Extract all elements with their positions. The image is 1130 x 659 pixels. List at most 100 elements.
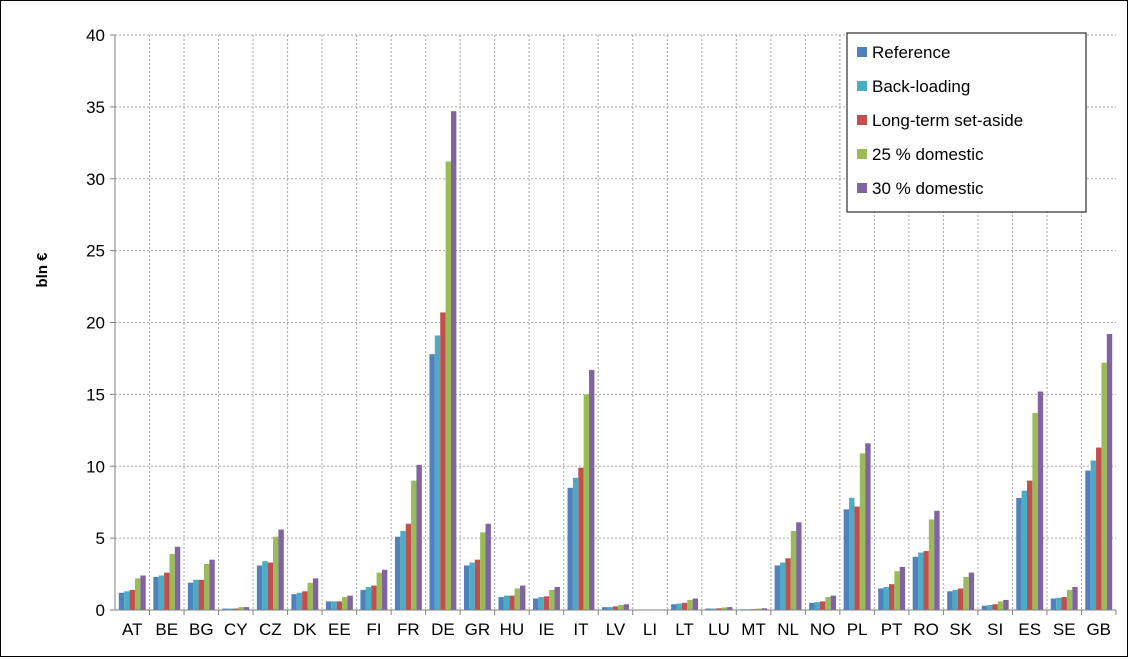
bar-NO-3 bbox=[825, 597, 831, 610]
bar-RO-2 bbox=[923, 551, 929, 610]
bar-DE-0 bbox=[429, 354, 435, 610]
bar-PT-4 bbox=[899, 566, 906, 610]
bar-IT-3 bbox=[583, 394, 590, 610]
tick-labels: 0 5 10 15 20 25 30 35 40 AT BE BG CY CZ DK EE FI FR DE GR HU… bbox=[86, 26, 1111, 639]
bar-NL-0 bbox=[774, 565, 781, 610]
bar-BE-2 bbox=[164, 572, 170, 610]
bar-ES-2 bbox=[1027, 480, 1033, 610]
bar-AT-4 bbox=[140, 575, 146, 610]
bar-SK-0 bbox=[947, 591, 953, 610]
bar-LV-0 bbox=[602, 607, 608, 610]
bar-BG-3 bbox=[203, 564, 210, 610]
bar-LT-2 bbox=[681, 602, 688, 610]
bar-HU-2 bbox=[509, 595, 515, 610]
bar-IE-0 bbox=[533, 598, 539, 610]
grid bbox=[115, 34, 1116, 610]
bar-FI-3 bbox=[376, 572, 382, 610]
x-tick-label: SE bbox=[1053, 620, 1076, 639]
legend-swatch bbox=[857, 183, 867, 193]
bar-DK-0 bbox=[291, 594, 297, 610]
legend-swatch bbox=[857, 81, 867, 91]
bar-EE-4 bbox=[347, 595, 353, 610]
x-tick-label: NO bbox=[810, 620, 836, 639]
x-tick-label: GR bbox=[465, 620, 491, 639]
axes bbox=[110, 34, 1117, 615]
bar-NO-0 bbox=[809, 602, 815, 610]
y-tick-label: 25 bbox=[86, 242, 105, 261]
bar-AT-3 bbox=[134, 578, 141, 610]
bar-PL-2 bbox=[854, 506, 860, 610]
bar-PL-0 bbox=[843, 509, 850, 610]
bar-GB-1 bbox=[1090, 460, 1097, 610]
bar-FR-0 bbox=[394, 536, 401, 610]
bar-DE-2 bbox=[440, 312, 446, 610]
bar-IT-2 bbox=[578, 467, 584, 610]
x-tick-label: LU bbox=[708, 620, 730, 639]
bar-IE-3 bbox=[549, 589, 555, 610]
bar-IE-4 bbox=[554, 587, 560, 610]
bar-DE-1 bbox=[434, 335, 441, 610]
y-tick-label: 40 bbox=[86, 26, 105, 45]
bar-LU-3 bbox=[721, 607, 728, 610]
legend-label: 30 % domestic bbox=[872, 179, 984, 198]
bar-SE-3 bbox=[1066, 589, 1073, 610]
x-tick-label: HU bbox=[500, 620, 525, 639]
bar-SI-4 bbox=[1003, 599, 1009, 610]
legend-label: 25 % domestic bbox=[872, 145, 984, 164]
x-tick-label: PL bbox=[847, 620, 868, 639]
legend-swatch bbox=[857, 115, 867, 125]
bar-HU-1 bbox=[503, 595, 510, 610]
bar-SK-3 bbox=[963, 576, 969, 610]
bar-RO-4 bbox=[934, 510, 940, 610]
bar-ES-0 bbox=[1016, 497, 1022, 610]
bar-LU-2 bbox=[716, 608, 722, 610]
bar-PT-0 bbox=[878, 588, 884, 610]
bar-LU-4 bbox=[727, 607, 733, 610]
bar-EE-0 bbox=[325, 601, 332, 610]
bar-BG-1 bbox=[193, 579, 199, 610]
bar-GR-2 bbox=[474, 559, 481, 610]
bar-RO-0 bbox=[912, 556, 919, 610]
bar-GR-3 bbox=[480, 532, 486, 610]
bar-NO-2 bbox=[819, 601, 826, 610]
legend-box bbox=[846, 32, 1087, 213]
x-tick-label: CY bbox=[224, 620, 248, 639]
bar-PL-4 bbox=[865, 443, 871, 610]
bar-LT-0 bbox=[671, 604, 677, 610]
x-tick-label: EE bbox=[328, 620, 351, 639]
bar-GR-0 bbox=[463, 565, 470, 610]
bar-PT-2 bbox=[888, 584, 895, 610]
bar-LV-2 bbox=[612, 606, 619, 610]
x-tick-label: FR bbox=[397, 620, 420, 639]
bar-SK-4 bbox=[968, 572, 975, 610]
bar-FR-1 bbox=[400, 530, 406, 610]
bar-SK-1 bbox=[952, 589, 958, 610]
x-tick-label: IT bbox=[573, 620, 588, 639]
bar-RO-1 bbox=[918, 552, 924, 610]
bar-SE-0 bbox=[1050, 598, 1057, 610]
bar-SE-4 bbox=[1072, 587, 1078, 610]
bar-FR-4 bbox=[416, 464, 422, 610]
bar-RO-3 bbox=[928, 519, 935, 610]
bar-CZ-0 bbox=[256, 565, 263, 610]
y-tick-label: 30 bbox=[86, 170, 105, 189]
bar-BG-0 bbox=[187, 582, 194, 610]
bar-SE-1 bbox=[1056, 597, 1062, 610]
bar-BG-2 bbox=[198, 579, 204, 610]
bar-BE-4 bbox=[174, 546, 181, 610]
bar-CY-3 bbox=[238, 607, 244, 610]
bar-BG-4 bbox=[209, 559, 215, 610]
x-tick-label: SI bbox=[987, 620, 1003, 639]
bar-LT-4 bbox=[692, 598, 698, 610]
bar-SI-3 bbox=[997, 601, 1004, 610]
legend-label: Long-term set-aside bbox=[872, 111, 1023, 130]
bar-CZ-2 bbox=[267, 562, 274, 610]
y-tick-label: 5 bbox=[96, 529, 105, 548]
bar-IT-4 bbox=[589, 369, 595, 610]
bar-DK-3 bbox=[307, 582, 313, 610]
y-axis-title: bln € bbox=[34, 252, 51, 288]
bar-LV-1 bbox=[607, 607, 613, 610]
bar-GB-2 bbox=[1096, 447, 1102, 610]
bar-PL-3 bbox=[859, 453, 866, 610]
